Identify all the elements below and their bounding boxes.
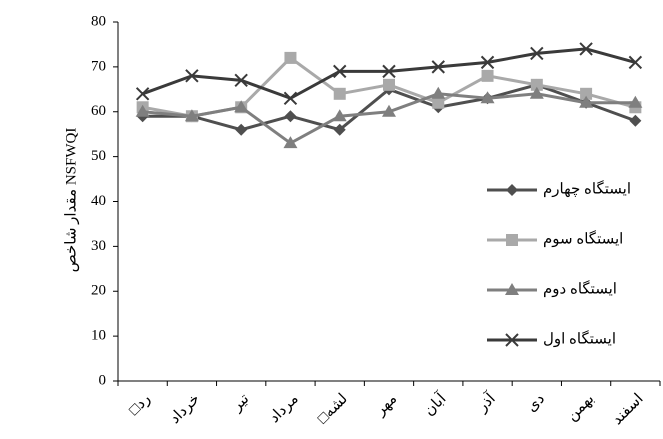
point: [235, 123, 248, 136]
legend-marker: [506, 184, 518, 196]
y-tick-label: 50: [91, 148, 106, 164]
point: [580, 87, 593, 100]
point: [383, 78, 395, 91]
y-tick-label: 10: [91, 328, 106, 344]
legend-marker: [505, 283, 519, 295]
point: [382, 64, 396, 79]
x-tick-label: آذر: [473, 389, 500, 416]
y-tick-label: 80: [91, 13, 106, 29]
legend-marker: [506, 234, 518, 246]
point: [284, 51, 297, 64]
y-axis-label: مقدار شاخص NSFWQI: [63, 128, 79, 273]
y-tick-label: 20: [91, 283, 106, 299]
point: [234, 73, 248, 88]
y-tick-label: 30: [91, 238, 106, 254]
point: [579, 95, 594, 108]
point: [333, 123, 346, 136]
x-tick-label: آبان: [420, 389, 450, 419]
legend-label: ایستگاه چهارم: [543, 179, 631, 197]
point: [184, 109, 199, 122]
point: [333, 87, 346, 100]
x-tick-label: تیر: [228, 391, 252, 415]
legend-label: ایستگاه سوم: [543, 229, 623, 247]
legend: ایستگاه چهارم ایستگاه سوم ایستگاه دوم ایستگ…: [487, 179, 631, 347]
x-tick-label: مرداد: [266, 391, 301, 426]
point: [530, 46, 544, 61]
x-tick-label: مهر: [372, 391, 400, 419]
point: [333, 64, 347, 79]
point: [431, 60, 445, 74]
point: [283, 136, 298, 149]
y-tick-label: 60: [91, 103, 106, 119]
point: [382, 104, 396, 117]
y-tick-label: 70: [91, 58, 106, 74]
point: [629, 114, 642, 127]
point: [135, 87, 150, 101]
point: [283, 91, 298, 105]
x-tick-label: □رد: [126, 391, 154, 419]
point: [234, 100, 249, 113]
y-tick-label: 0: [99, 372, 107, 388]
point: [185, 69, 199, 83]
point: [480, 55, 495, 70]
legend-label: ایستگاه اول: [543, 329, 616, 347]
point: [480, 91, 495, 104]
x-tick-label: □لشه: [315, 391, 351, 427]
point: [529, 86, 544, 99]
point: [579, 42, 593, 56]
x-tick-label: خرداد: [167, 391, 203, 427]
y-tick-label: 40: [91, 193, 106, 209]
x-tick-label: دی: [524, 391, 548, 415]
legend-marker: [505, 333, 519, 347]
x-tick-label: اسفند: [609, 391, 646, 428]
series-line: [142, 92, 636, 145]
x-tick-label: بهمن: [564, 391, 597, 424]
point: [284, 110, 297, 123]
point: [530, 78, 543, 91]
point: [135, 104, 150, 117]
point: [628, 95, 643, 108]
point: [332, 109, 347, 122]
legend-label: ایستگاه دوم: [543, 279, 617, 297]
point: [628, 55, 643, 70]
point: [431, 86, 446, 99]
point: [432, 96, 445, 109]
point: [481, 69, 494, 82]
